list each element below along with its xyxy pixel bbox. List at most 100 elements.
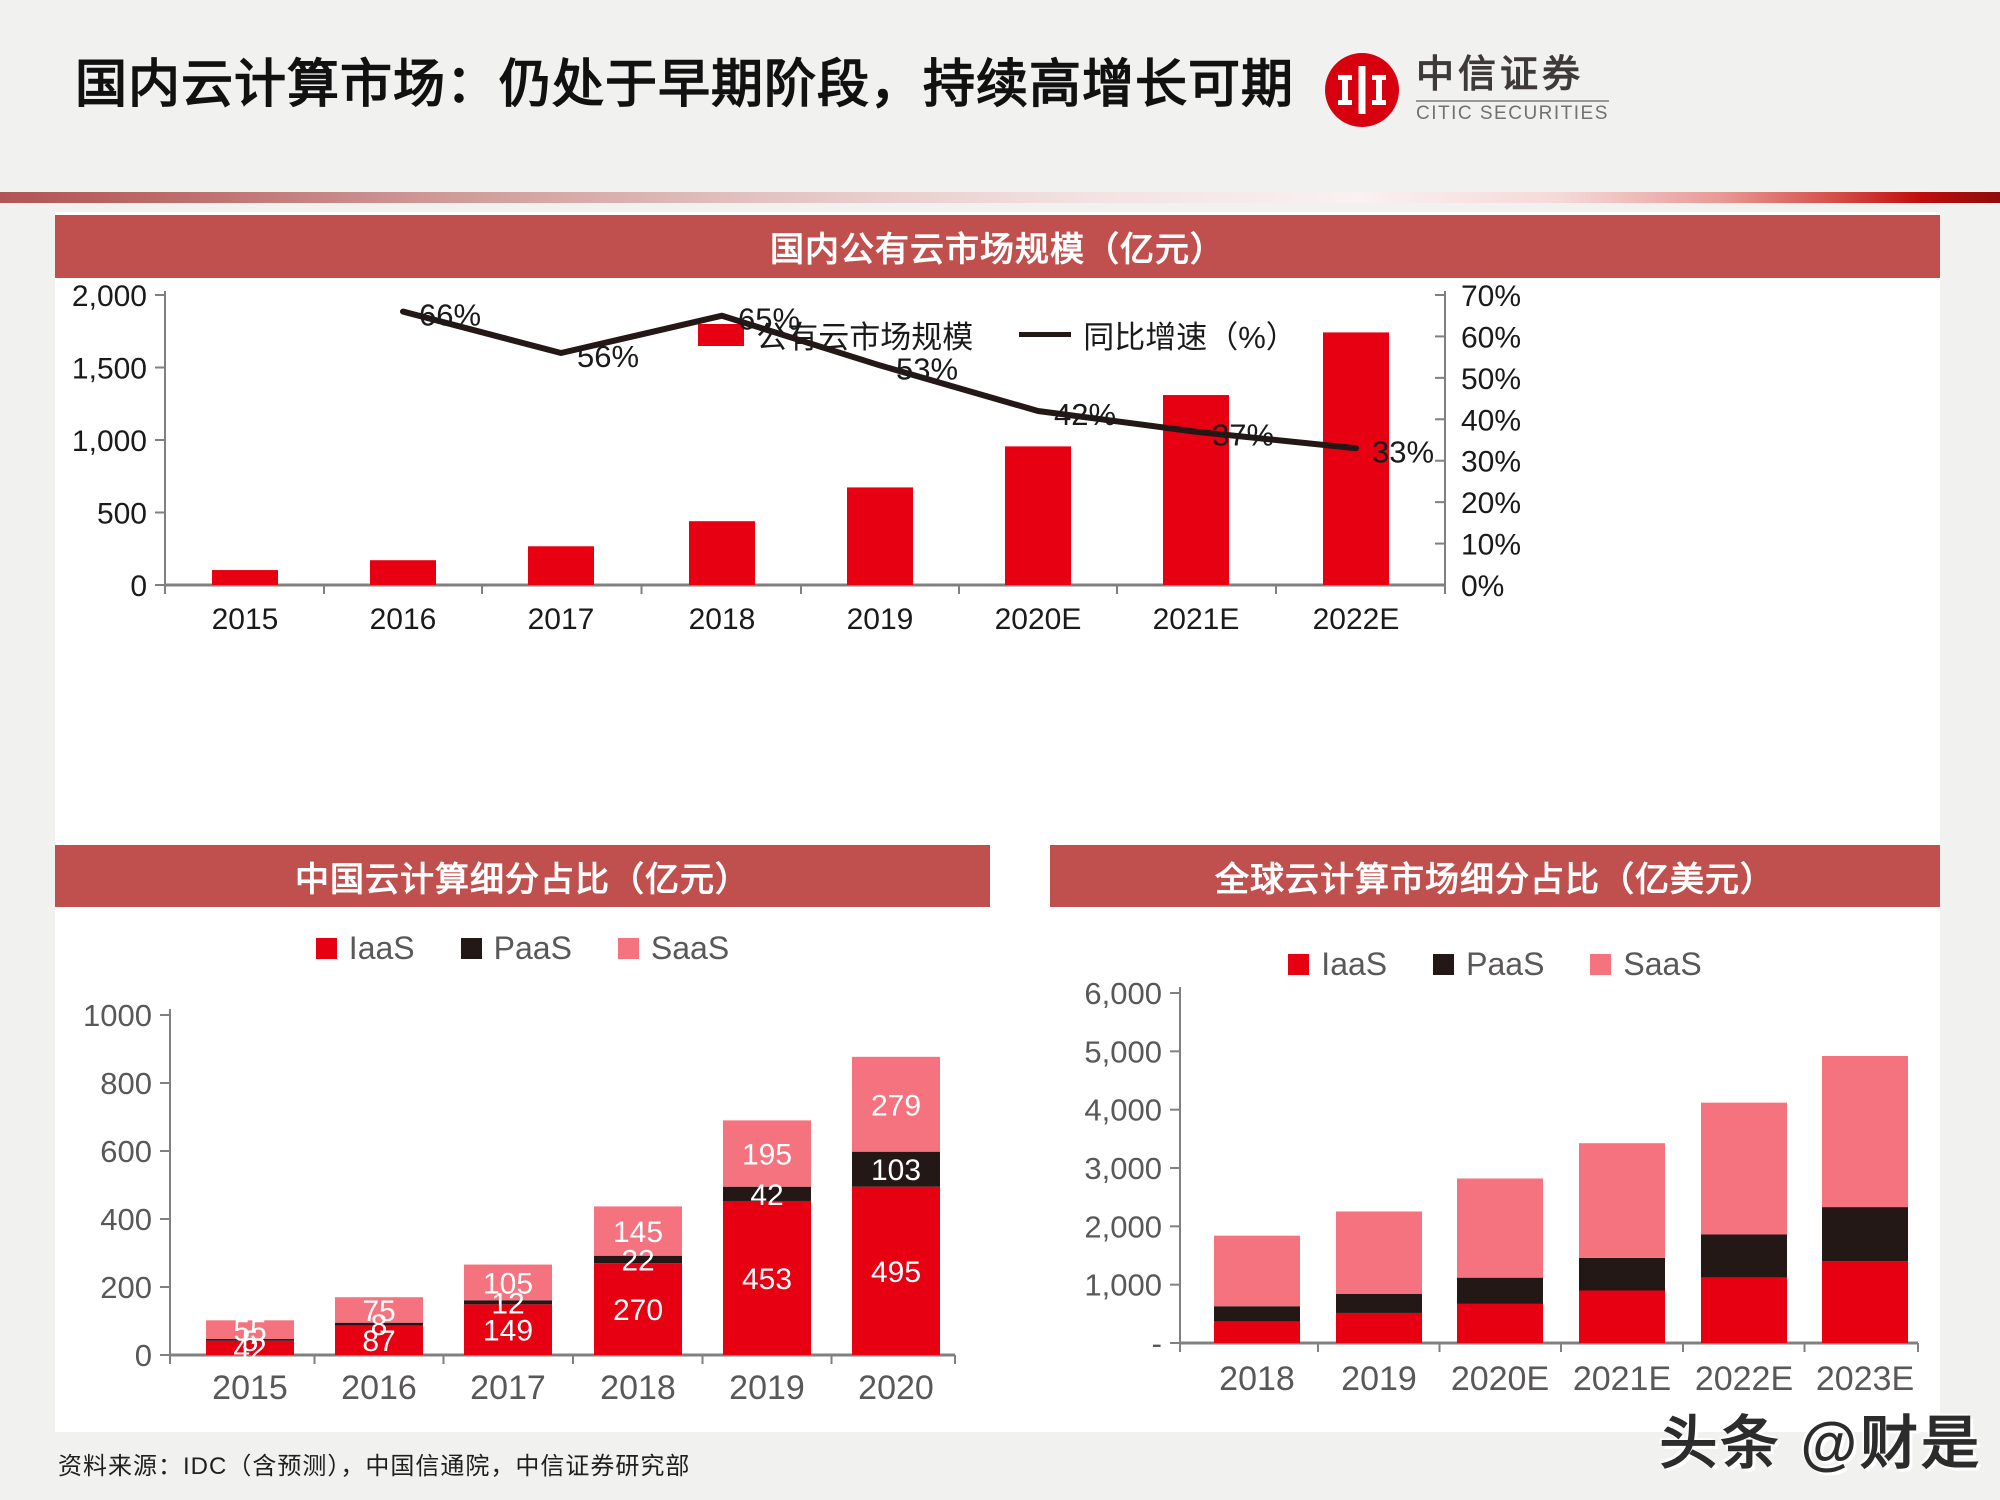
svg-text:5: 5 <box>242 1325 259 1358</box>
svg-text:2018: 2018 <box>689 603 756 636</box>
citic-logo-en: CITIC SECURITIES <box>1416 99 1609 124</box>
legend-swatch-icon <box>698 323 745 346</box>
svg-text:30%: 30% <box>1461 446 1521 479</box>
china-breakdown-chart: 0200400600800100042555201587875201614912… <box>83 998 956 1407</box>
svg-text:65%: 65% <box>738 302 800 337</box>
svg-text:453: 453 <box>742 1263 792 1296</box>
title-divider <box>0 192 2000 203</box>
svg-text:22: 22 <box>621 1244 654 1277</box>
legend-swatch-icon <box>460 938 482 959</box>
svg-text:5,000: 5,000 <box>1084 1034 1162 1069</box>
svg-text:2018: 2018 <box>600 1369 676 1407</box>
svg-text:195: 195 <box>742 1139 792 1172</box>
legend-item-iaas: IaaS <box>315 930 415 967</box>
svg-text:42: 42 <box>750 1179 783 1212</box>
svg-text:10%: 10% <box>1461 529 1521 562</box>
svg-text:12: 12 <box>491 1287 524 1320</box>
svg-text:2016: 2016 <box>341 1369 417 1407</box>
svg-text:500: 500 <box>97 498 147 531</box>
legend-swatch-icon <box>315 938 337 959</box>
svg-text:2020E: 2020E <box>1451 1360 1549 1398</box>
svg-text:50%: 50% <box>1461 363 1521 396</box>
svg-text:1,000: 1,000 <box>1084 1268 1162 1303</box>
legend-label: SaaS <box>1623 946 1702 982</box>
svg-text:42%: 42% <box>1054 397 1116 432</box>
watermark: 头条 @财是 <box>1659 1411 1982 1476</box>
svg-text:2020E: 2020E <box>995 603 1082 636</box>
legend-swatch-icon <box>1433 954 1455 975</box>
citic-logo-zh: 中信证券 <box>1416 54 1585 97</box>
svg-text:270: 270 <box>613 1294 663 1327</box>
page-title: 国内云计算市场：仍处于早期阶段，持续高增长可期 <box>75 56 1295 114</box>
legend-label: PaaS <box>1466 946 1545 982</box>
legend-swatch-icon <box>1590 954 1612 975</box>
svg-text:2022E: 2022E <box>1313 603 1400 636</box>
legend-swatch-icon <box>1019 332 1072 337</box>
legend-label: PaaS <box>493 930 572 966</box>
legend-label: IaaS <box>348 930 415 966</box>
svg-text:20%: 20% <box>1461 487 1521 520</box>
legend-label: IaaS <box>1321 946 1388 982</box>
svg-text:400: 400 <box>100 1202 152 1237</box>
svg-text:2,000: 2,000 <box>72 285 147 313</box>
svg-text:800: 800 <box>100 1066 152 1101</box>
svg-text:145: 145 <box>613 1216 663 1249</box>
chart1-legend: 公有云市场规模 同比增速（%） <box>55 312 1940 357</box>
legend-item-iaas: IaaS <box>1288 946 1387 983</box>
svg-text:55: 55 <box>233 1315 266 1348</box>
citic-logo: 中信证券 CITIC SECURITIES <box>1322 50 1609 130</box>
svg-text:2,000: 2,000 <box>1084 1209 1162 1244</box>
svg-text:0: 0 <box>135 1338 152 1373</box>
global-breakdown-chart: - 1,000 2,000 3,000 4,000 5,000 6,000 2018 2019 2… <box>1084 976 1919 1398</box>
svg-text:6,000: 6,000 <box>1084 976 1162 1011</box>
svg-text:0%: 0% <box>1461 570 1504 603</box>
svg-text:2015: 2015 <box>212 603 279 636</box>
svg-text:2018: 2018 <box>1219 1360 1295 1398</box>
svg-text:-: - <box>1152 1326 1162 1361</box>
legend-item-saas: SaaS <box>617 930 730 967</box>
chart1-header: 国内公有云市场规模（亿元） <box>55 215 1940 278</box>
svg-text:56%: 56% <box>577 339 639 374</box>
legend-item-saas: SaaS <box>1590 946 1702 983</box>
svg-text:2023E: 2023E <box>1816 1360 1914 1398</box>
chart3-legend: IaaS PaaS SaaS <box>1050 946 1940 983</box>
svg-text:2015: 2015 <box>212 1369 288 1407</box>
svg-text:53%: 53% <box>896 351 958 386</box>
citic-logo-icon <box>1325 53 1399 127</box>
svg-text:105: 105 <box>483 1267 533 1300</box>
svg-text:2019: 2019 <box>729 1369 805 1407</box>
svg-text:2021E: 2021E <box>1153 603 1240 636</box>
svg-text:37%: 37% <box>1212 418 1274 453</box>
legend-swatch-icon <box>617 938 639 959</box>
svg-text:279: 279 <box>871 1089 921 1122</box>
legend-item-paas: PaaS <box>460 930 572 967</box>
svg-text:87: 87 <box>362 1325 395 1358</box>
svg-text:495: 495 <box>871 1256 921 1289</box>
svg-text:75: 75 <box>362 1295 395 1328</box>
svg-text:0: 0 <box>130 570 147 603</box>
svg-text:4,000: 4,000 <box>1084 1093 1162 1128</box>
source-note: 资料来源：IDC（含预测），中国信通院，中信证券研究部 <box>58 1453 691 1480</box>
svg-text:66%: 66% <box>419 298 481 333</box>
svg-text:70%: 70% <box>1461 285 1521 313</box>
chart2-legend: IaaS PaaS SaaS <box>55 930 990 967</box>
svg-text:1,500: 1,500 <box>72 353 147 386</box>
svg-text:8: 8 <box>371 1309 388 1342</box>
legend-label: 同比增速（%） <box>1083 320 1297 355</box>
chart3-header: 全球云计算市场细分占比（亿美元） <box>1050 845 1940 907</box>
public-cloud-chart: 0 500 1,000 1,500 2,000 0% 10% 20% 30% 40% 50% 60% 7… <box>72 285 1521 636</box>
svg-text:600: 600 <box>100 1134 152 1169</box>
svg-text:2017: 2017 <box>528 603 595 636</box>
svg-text:2016: 2016 <box>370 603 437 636</box>
svg-text:2017: 2017 <box>470 1369 546 1407</box>
svg-text:40%: 40% <box>1461 404 1521 437</box>
svg-text:1000: 1000 <box>83 998 152 1033</box>
legend-label: SaaS <box>650 930 730 966</box>
svg-text:33%: 33% <box>1372 434 1434 469</box>
legend-item-paas: PaaS <box>1433 946 1544 983</box>
svg-text:2019: 2019 <box>1341 1360 1417 1398</box>
legend-item-line: 同比增速（%） <box>1019 312 1297 357</box>
svg-text:1,000: 1,000 <box>72 425 147 458</box>
svg-text:149: 149 <box>483 1315 533 1348</box>
chart2-header: 中国云计算细分占比（亿元） <box>55 845 990 907</box>
